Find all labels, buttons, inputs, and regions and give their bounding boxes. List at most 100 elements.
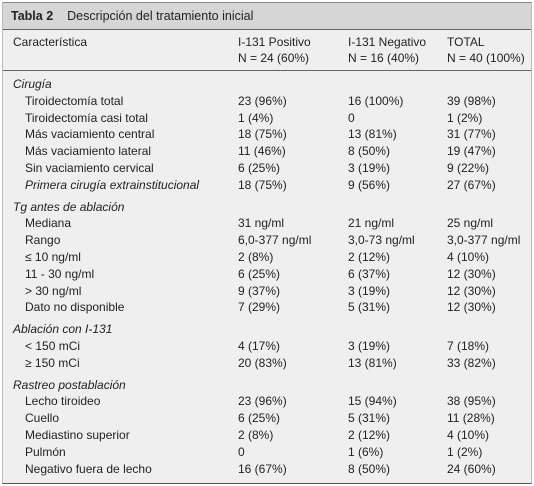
row-label: > 30 ng/ml [25, 283, 82, 298]
header-cell: Característica [13, 35, 88, 49]
table-row: Más vaciamiento lateral 11 (46%) 8 (50%) 19… [3, 143, 531, 160]
row-label: Tiroidectomía total [25, 93, 124, 108]
section-heading: Cirugía [13, 77, 52, 91]
table-cell: 23 (96%) [238, 93, 287, 108]
row-label: Rango [25, 233, 61, 248]
row-label: Pulmón [25, 444, 66, 459]
table-body: Cirugía Tiroidectomía total 23 (96%) 16 (10… [3, 76, 531, 477]
row-label: Tiroidectomía casi total [25, 110, 148, 125]
section-row: Tg antes de ablación [3, 199, 531, 216]
header-subcell: N = 40 (100%) [447, 51, 525, 65]
table-cell: 19 (47%) [447, 144, 496, 159]
header-subcell: N = 24 (60%) [238, 51, 310, 65]
header-cell: TOTAL [447, 35, 485, 49]
table-cell: 25 ng/ml [447, 216, 494, 231]
header-subcell: N = 16 (40%) [348, 51, 420, 65]
table-row: Mediana 31 ng/ml 21 ng/ml 25 ng/ml [3, 215, 531, 232]
table-row: Mediastino superior 2 (8%) 2 (12%) 4 (10%) [3, 427, 531, 444]
row-label: Más vaciamiento central [25, 127, 155, 142]
table-cell: 11 (28%) [447, 411, 495, 426]
row-label: < 150 mCi [25, 338, 81, 353]
table-cell: 12 (30%) [447, 300, 496, 315]
table-cell: 16 (67%) [238, 461, 287, 476]
table-cell: 39 (98%) [447, 93, 496, 108]
table-cell: 7 (18%) [447, 338, 490, 353]
row-label: 11 - 30 ng/ml [25, 266, 95, 281]
header-cell: I-131 Positivo [238, 35, 311, 49]
table-cell: 12 (30%) [447, 283, 496, 298]
table-cell: 1 (2%) [447, 110, 483, 125]
table-row: 11 - 30 ng/ml 6 (25%) 6 (37%) 12 (30%) [3, 266, 531, 283]
table-cell: 2 (8%) [238, 249, 274, 264]
table-cell: 7 (29%) [238, 300, 281, 315]
table-row: Dato no disponible 7 (29%) 5 (31%) 12 (30%) [3, 299, 531, 316]
table-row: Tiroidectomía total 23 (96%) 16 (100%) 39 (… [3, 93, 531, 110]
table-header: Característica I-131 Positivo N = 24 (60%… [3, 30, 531, 71]
section-heading: Tg antes de ablación [13, 199, 125, 214]
table-cell: 1 (2%) [447, 444, 483, 459]
table-cell: 8 (50%) [348, 144, 391, 159]
table-cell: 3 (19%) [348, 283, 391, 298]
table-row: Más vaciamiento central 18 (75%) 13 (81%) 3… [3, 126, 531, 143]
table-cell: 4 (10%) [447, 249, 490, 264]
table-caption: Descripción del tratamiento inicial [67, 9, 254, 23]
table-cell: 4 (17%) [238, 338, 281, 353]
table-cell: 38 (95%) [447, 394, 496, 409]
table-cell: 21 ng/ml [348, 216, 395, 231]
table-row: < 150 mCi 4 (17%) 3 (19%) 7 (18%) [3, 338, 531, 355]
table-cell: 23 (96%) [238, 394, 287, 409]
row-label: Negativo fuera de lecho [25, 461, 152, 476]
table-cell: 6 (25%) [238, 266, 281, 281]
table-cell: 16 (100%) [348, 93, 404, 108]
table-cell: 0 [238, 444, 245, 459]
table-cell: 2 (12%) [348, 427, 391, 442]
table-row: ≤ 10 ng/ml 2 (8%) 2 (12%) 4 (10%) [3, 249, 531, 266]
row-label: Cuello [25, 411, 60, 426]
table-cell: 6 (25%) [238, 411, 281, 426]
table-cell: 18 (75%) [238, 127, 287, 142]
table-label: Tabla 2 [11, 9, 54, 23]
table-row: Rango 6,0-377 ng/ml 3,0-73 ng/ml 3,0-377 ng… [3, 232, 531, 249]
table-row: ≥ 150 mCi 20 (83%) 13 (81%) 33 (82%) [3, 355, 531, 372]
table-cell: 3,0-73 ng/ml [348, 233, 415, 248]
table-cell: 3,0-377 ng/ml [447, 233, 521, 248]
table-row: > 30 ng/ml 9 (37%) 3 (19%) 12 (30%) [3, 283, 531, 300]
table-title: Tabla 2 Descripción del tratamiento inici… [3, 3, 531, 30]
table-cell: 13 (81%) [348, 127, 397, 142]
section-heading: Ablación con I-131 [13, 322, 113, 337]
row-label: Mediastino superior [25, 427, 130, 442]
table-cell: 9 (37%) [238, 283, 281, 298]
table-cell: 9 (56%) [348, 177, 391, 192]
row-label: Dato no disponible [25, 300, 125, 315]
table-cell: 18 (75%) [238, 177, 287, 192]
table-cell: 2 (8%) [238, 427, 274, 442]
table-cell: 6,0-377 ng/ml [238, 233, 312, 248]
table-cell: 5 (31%) [348, 411, 391, 426]
table-row: Negativo fuera de lecho 16 (67%) 8 (50%) 24… [3, 461, 531, 478]
table-row: Pulmón 0 1 (6%) 1 (2%) [3, 444, 531, 461]
table-row: Primera cirugía extrainstitucional 18 (75… [3, 177, 531, 194]
table-cell: 5 (31%) [348, 300, 391, 315]
table-row: Tiroidectomía casi total 1 (4%) 0 1 (2%) [3, 110, 531, 127]
table-cell: 11 (46%) [238, 144, 286, 159]
table-cell: 20 (83%) [238, 355, 287, 370]
table-cell: 6 (25%) [238, 160, 281, 175]
row-label: Mediana [25, 216, 72, 231]
row-label: Primera cirugía extrainstitucional [25, 177, 200, 192]
table-cell: 15 (94%) [348, 394, 397, 409]
table-cell: 24 (60%) [447, 461, 496, 476]
table-row: Sin vaciamiento cervical 6 (25%) 3 (19%) 9 … [3, 160, 531, 177]
row-label: Más vaciamiento lateral [25, 144, 152, 159]
table-row: Cuello 6 (25%) 5 (31%) 11 (28%) [3, 410, 531, 427]
table-cell: 8 (50%) [348, 461, 391, 476]
table-cell: 31 (77%) [447, 127, 496, 142]
table-cell: 4 (10%) [447, 427, 490, 442]
table-cell: 1 (4%) [238, 110, 274, 125]
table-cell: 13 (81%) [348, 355, 397, 370]
table-cell: 3 (19%) [348, 160, 391, 175]
row-label: ≤ 10 ng/ml [25, 249, 81, 264]
table-cell: 27 (67%) [447, 177, 496, 192]
table-cell: 12 (30%) [447, 266, 496, 281]
table-row: Lecho tiroideo 23 (96%) 15 (94%) 38 (95%) [3, 393, 531, 410]
